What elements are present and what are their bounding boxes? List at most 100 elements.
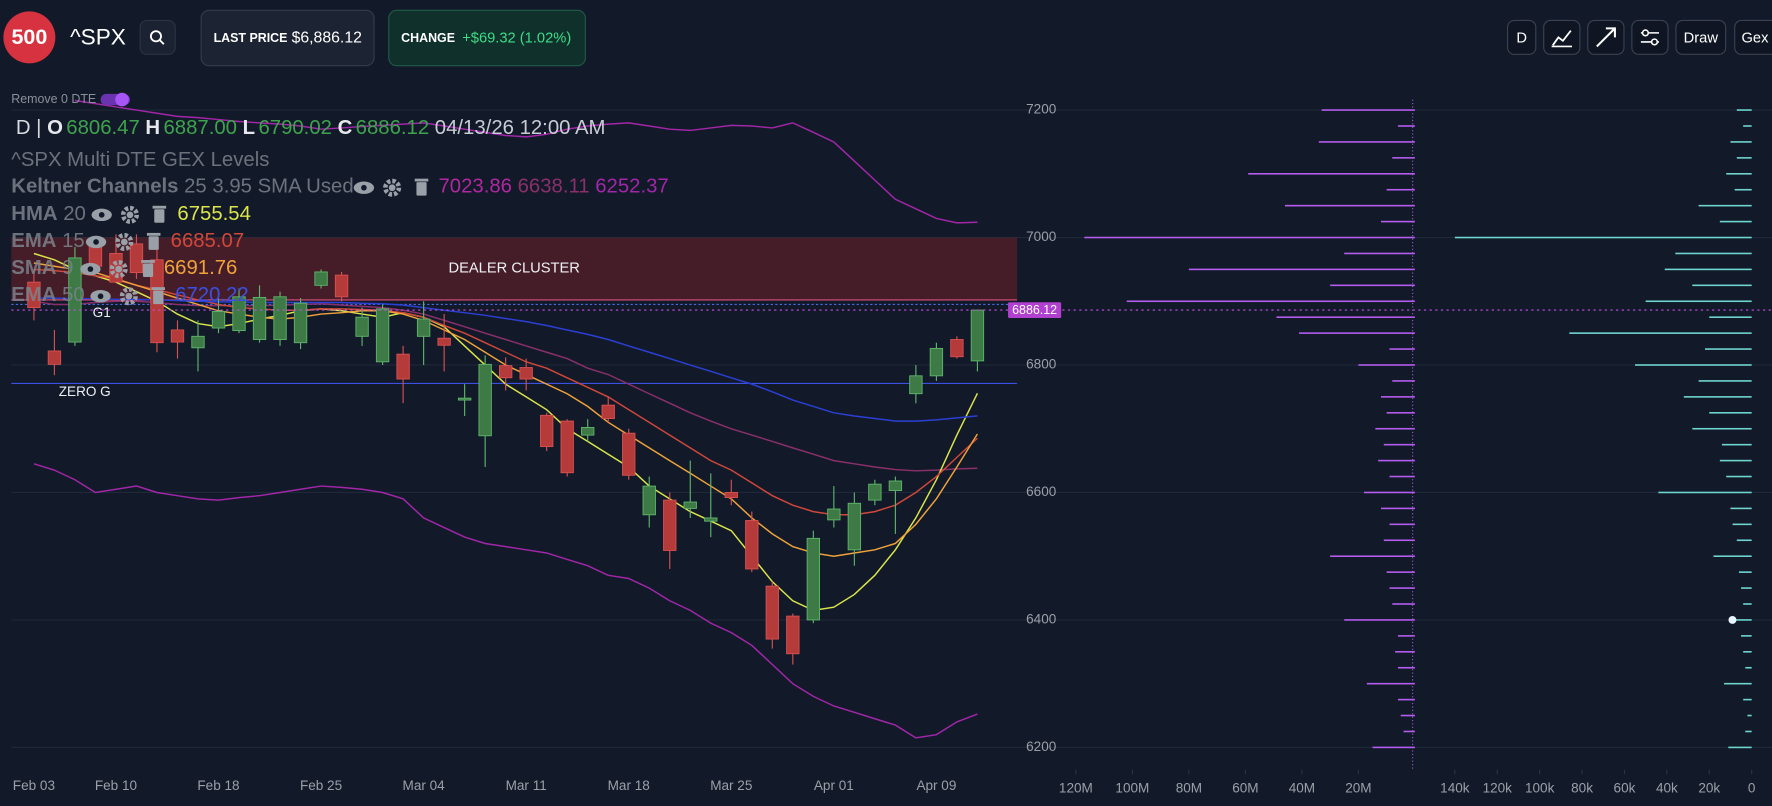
settings-button[interactable] [1631, 19, 1669, 55]
indicators-button-box[interactable] [1543, 19, 1581, 55]
delete-icon[interactable] [151, 287, 165, 305]
visibility-icon[interactable] [90, 289, 111, 303]
gear[interactable] [120, 205, 140, 224]
indicators-button[interactable] [1543, 19, 1581, 55]
indicators-icon[interactable] [1552, 30, 1572, 46]
search-box[interactable] [139, 19, 176, 55]
trash-body[interactable] [154, 209, 165, 223]
indicator-values: 7023.86 6638.11 6252.37 [438, 176, 668, 198]
draw-button[interactable]: Draw [1675, 19, 1727, 55]
y-tick-label: 7000 [1026, 229, 1056, 244]
gear[interactable] [109, 260, 128, 279]
gex-bar [1692, 427, 1752, 430]
ohlc-o-label: O [47, 117, 63, 139]
candle-body [68, 257, 82, 343]
trendline-icon-head[interactable] [1605, 27, 1616, 38]
indicator-name: HMA [11, 203, 58, 225]
gear-hub[interactable] [120, 238, 128, 246]
indicator-value: 6691.76 [164, 257, 237, 279]
x-tick-label: 80M [1176, 781, 1202, 796]
trash-body[interactable] [153, 290, 164, 305]
candle-body [355, 316, 369, 337]
settings-icon[interactable] [383, 178, 402, 197]
ohlc-h-label: H [145, 117, 160, 139]
gex-bar [1683, 396, 1752, 398]
visibility-icon[interactable] [80, 262, 101, 276]
trash-body[interactable] [148, 236, 159, 250]
indicator-line [33, 268, 978, 516]
eye-pupil[interactable] [87, 266, 94, 272]
indicator-legend: SMA 9 [11, 257, 73, 279]
settings-button-box[interactable] [1631, 19, 1669, 55]
x-tick-label: Feb 18 [197, 778, 239, 793]
gex-bar [1378, 459, 1415, 462]
toggle-knob[interactable] [115, 92, 129, 107]
settings-icon[interactable] [115, 232, 134, 252]
settings-icon[interactable] [120, 205, 140, 224]
candle-body [437, 337, 451, 346]
trash-lid[interactable] [414, 178, 429, 182]
indicator-values: 6720.22 [175, 285, 248, 307]
indicator-values: 6755.54 [177, 203, 250, 225]
x-tick-label: 120M [1059, 781, 1093, 796]
settings-icon[interactable] [119, 287, 138, 306]
visibility-icon[interactable] [91, 208, 112, 222]
trendline-icon[interactable] [1596, 27, 1616, 48]
gex-bar [1375, 427, 1415, 430]
visibility-icon[interactable] [353, 181, 375, 194]
trash-lid[interactable] [146, 232, 161, 236]
interval-button-label[interactable]: D [1516, 30, 1527, 46]
eye-pupil[interactable] [361, 184, 367, 191]
trash-body[interactable] [142, 263, 154, 277]
settings-icon-knob[interactable] [1650, 38, 1659, 46]
gex-button[interactable]: Gex [1734, 19, 1772, 55]
x-tick-label: 20k [1698, 781, 1720, 796]
indicator-value: 6720.22 [175, 285, 248, 307]
trash-lid[interactable] [141, 260, 155, 263]
gex-bar [1397, 666, 1415, 669]
settings-icon-knob[interactable] [1641, 29, 1650, 37]
gear-hub[interactable] [115, 265, 123, 273]
draw-button-box[interactable] [1675, 19, 1727, 55]
gear[interactable] [383, 178, 402, 197]
gex-bar [1380, 396, 1415, 398]
ohlc-interval: D [16, 117, 31, 139]
gear[interactable] [115, 232, 134, 252]
delete-icon[interactable] [414, 178, 429, 196]
x-tick-label: Mar 18 [608, 778, 650, 793]
visibility-icon[interactable] [85, 235, 107, 249]
trash-lid[interactable] [151, 287, 165, 290]
ohlc-h: 6887.00 [164, 117, 237, 139]
delete-icon[interactable] [141, 260, 155, 277]
ohlc-l: 6790.02 [258, 117, 331, 139]
gex-bar [1366, 682, 1415, 685]
delete-icon[interactable] [152, 205, 167, 223]
gear-hub[interactable] [126, 211, 134, 219]
gex-button-label[interactable]: Gex [1741, 30, 1769, 46]
candle-body [519, 367, 533, 380]
delete-icon[interactable] [146, 232, 161, 250]
settings-icon[interactable] [109, 260, 128, 279]
candle-body [314, 271, 328, 286]
search-button[interactable] [139, 19, 176, 55]
eye-pupil[interactable] [98, 212, 105, 218]
gex-bar [1726, 172, 1752, 175]
trash-lid[interactable] [152, 205, 167, 209]
eye-pupil[interactable] [93, 239, 99, 245]
eye-pupil[interactable] [97, 293, 104, 300]
trash-body[interactable] [416, 182, 427, 196]
candle-body [334, 274, 349, 298]
dte-toggle[interactable] [100, 92, 130, 107]
interval-button[interactable]: D [1506, 19, 1537, 55]
gear-hub[interactable] [388, 184, 396, 192]
search-icon[interactable] [149, 30, 162, 43]
gear-hub[interactable] [125, 292, 133, 300]
trendline-button[interactable] [1587, 19, 1625, 55]
search-icon-handle[interactable] [159, 39, 165, 45]
x-tick-label: Feb 10 [95, 778, 137, 793]
gear[interactable] [119, 287, 138, 306]
indicator-legend: EMA 15 [11, 230, 84, 252]
interval-button-box[interactable] [1506, 19, 1537, 55]
draw-button-label[interactable]: Draw [1684, 30, 1719, 46]
gex-button-box[interactable] [1734, 19, 1772, 55]
